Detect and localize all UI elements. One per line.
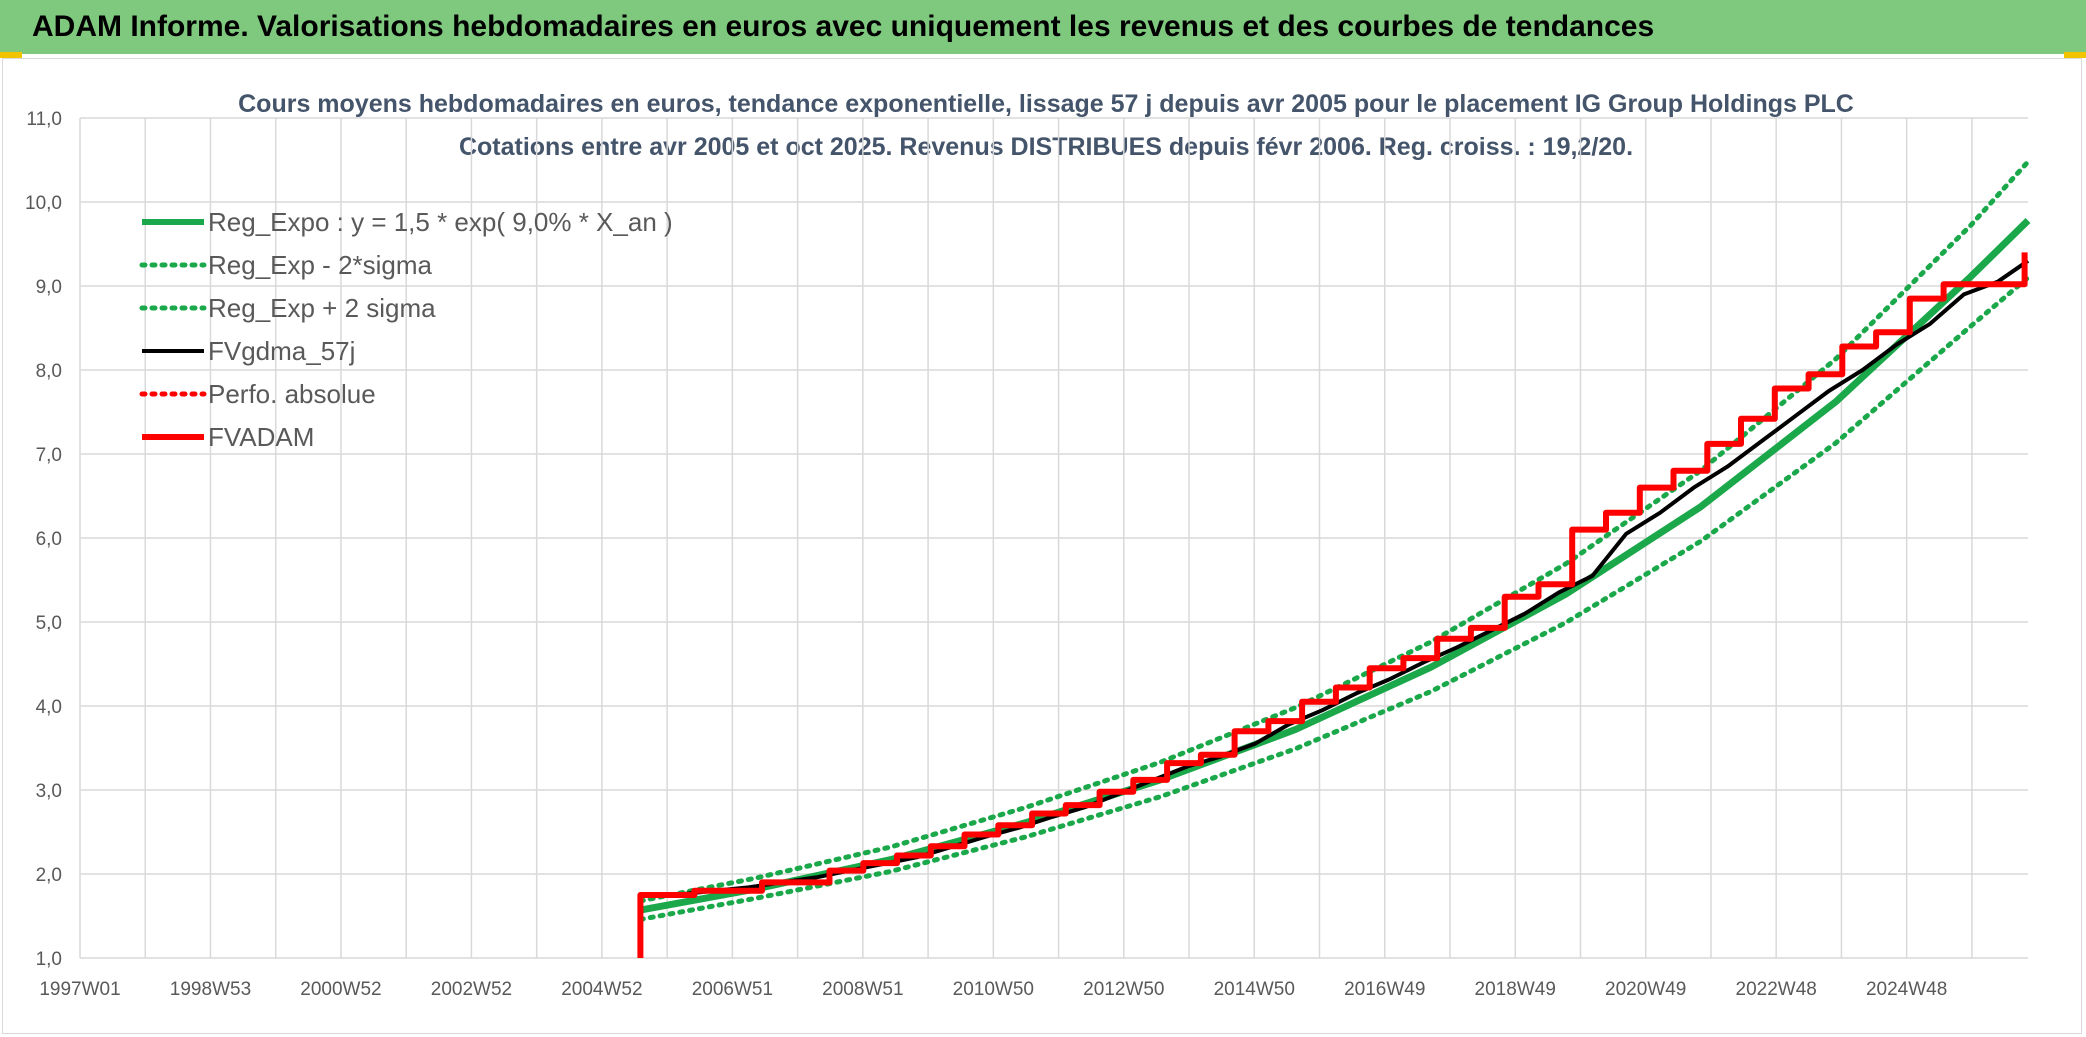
banner-corner-right (2064, 52, 2086, 58)
y-tick-label: 11,0 (26, 109, 62, 130)
x-tick-label: 2000W52 (300, 979, 381, 1000)
x-tick-label: 2018W49 (1475, 979, 1556, 1000)
legend-label-2: Reg_Exp + 2 sigma (208, 293, 436, 323)
x-tick-label: 2008W51 (822, 979, 903, 1000)
legend-label-3: FVgdma_57j (208, 336, 355, 366)
x-tick-label: 2016W49 (1344, 979, 1425, 1000)
legend-label-1: Reg_Exp - 2*sigma (208, 250, 433, 280)
legend-label-5: FVADAM (208, 422, 314, 452)
legend: Reg_Expo : y = 1,5 * exp( 9,0% * X_an ) R… (139, 207, 673, 452)
series-lines (637, 159, 2031, 958)
x-tick-label: 2006W51 (692, 979, 773, 1000)
x-axis-ticks: 1997W01 1998W53 2000W52 2002W52 2004W52 2006W… (39, 979, 1947, 1000)
y-tick-label: 5,0 (36, 613, 62, 634)
y-tick-label: 7,0 (36, 445, 62, 466)
y-tick-label: 9,0 (36, 277, 62, 298)
legend-label-4: Perfo. absolue (208, 379, 376, 409)
y-tick-label: 10,0 (25, 193, 62, 214)
y-axis-ticks: 1,0 2,0 3,0 4,0 5,0 6,0 7,0 8,0 9,0 10,0 11,0 (25, 109, 62, 970)
x-tick-label: 2004W52 (561, 979, 642, 1000)
x-tick-label: 2020W49 (1605, 979, 1686, 1000)
banner-title: ADAM Informe. Valorisations hebdomadaire… (32, 10, 1655, 43)
y-tick-label: 2,0 (36, 865, 62, 886)
chart-title: Cours moyens hebdomadaires en euros, ten… (238, 90, 1854, 118)
series-line-3 (638, 259, 2030, 958)
x-tick-label: 1997W01 (39, 979, 120, 1000)
banner-corner-left (0, 52, 22, 58)
y-tick-label: 8,0 (36, 361, 62, 382)
legend-label-0: Reg_Expo : y = 1,5 * exp( 9,0% * X_an ) (208, 207, 673, 237)
series-line-0 (639, 218, 2031, 914)
series-line-5 (637, 252, 2028, 958)
x-tick-label: 1998W53 (170, 979, 251, 1000)
report-banner: ADAM Informe. Valorisations hebdomadaire… (0, 0, 2086, 54)
x-tick-label: 2010W50 (953, 979, 1034, 1000)
series-line-2 (637, 159, 2031, 904)
x-tick-label: 2012W50 (1083, 979, 1164, 1000)
y-tick-label: 1,0 (36, 949, 62, 970)
y-tick-label: 4,0 (36, 697, 62, 718)
x-tick-label: 2014W50 (1214, 979, 1295, 1000)
x-tick-label: 2022W48 (1736, 979, 1817, 1000)
chart-subtitle: Cotations entre avr 2005 et oct 2025. Re… (459, 133, 1633, 161)
x-tick-label: 2002W52 (431, 979, 512, 1000)
y-tick-label: 3,0 (36, 781, 62, 802)
x-tick-label: 2024W48 (1866, 979, 1947, 1000)
grid-lines (79, 117, 2028, 959)
series-line-1 (637, 275, 2031, 922)
y-tick-label: 6,0 (36, 529, 62, 550)
chart-frame (2, 58, 2082, 1034)
